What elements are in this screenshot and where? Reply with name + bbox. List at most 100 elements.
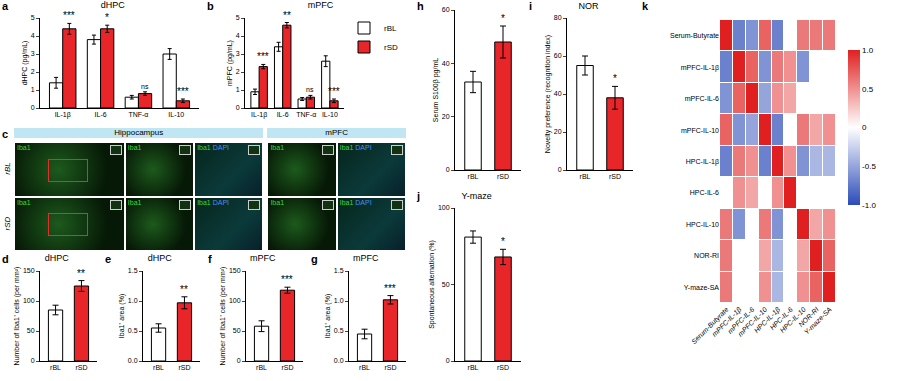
svg-text:HPC-IL-10: HPC-IL-10 (686, 221, 719, 228)
svg-text:2: 2 (31, 68, 35, 75)
svg-text:TNF-α: TNF-α (296, 111, 316, 118)
svg-text:mPFC-IL-6: mPFC-IL-6 (685, 95, 719, 102)
svg-text:20: 20 (554, 128, 562, 135)
svg-text:Serum S100β pg/mL: Serum S100β pg/mL (432, 58, 440, 122)
svg-text:rBL: rBL (580, 173, 591, 180)
svg-text:rBL: rBL (153, 364, 164, 371)
svg-text:Number of Iba1⁺ cells (per mm²: Number of Iba1⁺ cells (per mm²) (13, 267, 21, 366)
svg-text:mPFC: mPFC (353, 253, 379, 263)
svg-text:Serum-Butyrate: Serum-Butyrate (670, 32, 719, 40)
svg-text:1: 1 (31, 86, 35, 93)
svg-text:50: 50 (27, 327, 35, 334)
svg-text:Y-maze-SA: Y-maze-SA (803, 306, 833, 336)
svg-text:rSD: rSD (281, 364, 293, 371)
svg-text:mPFC-IL-10: mPFC-IL-10 (681, 127, 719, 134)
svg-text:0: 0 (446, 357, 450, 364)
svg-text:1.5: 1.5 (128, 267, 138, 274)
svg-text:dHPC: dHPC (45, 253, 70, 263)
svg-text:*: * (613, 73, 617, 84)
svg-text:1.0: 1.0 (128, 297, 138, 304)
svg-text:rSD: rSD (497, 364, 509, 371)
svg-text:Serum-Butyrate: Serum-Butyrate (690, 306, 730, 346)
svg-text:HPC-IL-1β: HPC-IL-1β (686, 158, 719, 166)
svg-text:mPFC: mPFC (250, 253, 276, 263)
svg-text:0: 0 (237, 357, 241, 364)
svg-text:IL-10: IL-10 (322, 111, 338, 118)
svg-text:60: 60 (442, 6, 450, 13)
svg-text:NOR: NOR (579, 1, 600, 11)
svg-text:IL-1β: IL-1β (251, 111, 267, 119)
svg-text:rBL: rBL (256, 364, 267, 371)
svg-text:IL-6: IL-6 (95, 111, 107, 118)
svg-text:mPFC: mPFC (308, 0, 334, 10)
svg-text:5: 5 (236, 14, 240, 21)
svg-text:3: 3 (31, 50, 35, 57)
svg-text:0: 0 (31, 357, 35, 364)
svg-text:150: 150 (23, 267, 35, 274)
svg-text:1.0: 1.0 (334, 297, 344, 304)
svg-text:0: 0 (31, 104, 35, 111)
svg-text:2: 2 (236, 68, 240, 75)
svg-text:100: 100 (438, 204, 450, 211)
svg-text:HPC-IL-10: HPC-IL-10 (779, 306, 807, 334)
svg-text:dHPC (pg/mL): dHPC (pg/mL) (21, 41, 29, 86)
svg-text:Iba1⁺ area (%): Iba1⁺ area (%) (118, 294, 126, 338)
svg-text:***: *** (257, 51, 269, 62)
svg-text:5: 5 (31, 14, 35, 21)
svg-text:0.5: 0.5 (334, 327, 344, 334)
svg-text:***: *** (281, 274, 293, 285)
svg-text:**: ** (180, 284, 188, 295)
svg-text:Novelty preference (recognitio: Novelty preference (recognition index) (544, 35, 552, 153)
svg-text:0: 0 (446, 166, 450, 173)
svg-text:IL-6: IL-6 (277, 111, 289, 118)
svg-text:Y-maze-SA: Y-maze-SA (684, 284, 719, 291)
svg-text:-0.5: -0.5 (862, 162, 876, 171)
svg-text:*: * (105, 12, 109, 23)
svg-text:0.0: 0.0 (334, 357, 344, 364)
svg-text:ns: ns (306, 86, 314, 93)
svg-text:***: *** (384, 283, 396, 294)
svg-text:mPFC-IL-10: mPFC-IL-10 (736, 306, 768, 338)
svg-text:rSD: rSD (75, 364, 87, 371)
svg-text:-1.0: -1.0 (862, 201, 876, 210)
svg-text:rSD: rSD (384, 43, 398, 52)
svg-text:TNF-α: TNF-α (128, 111, 148, 118)
svg-text:HPC-IL-6: HPC-IL-6 (690, 189, 719, 196)
svg-text:rBL: rBL (468, 173, 479, 180)
svg-text:rBL: rBL (468, 364, 479, 371)
svg-text:0: 0 (558, 166, 562, 173)
svg-text:rBL: rBL (359, 364, 370, 371)
svg-text:60: 60 (554, 52, 562, 59)
svg-text:3: 3 (236, 50, 240, 57)
svg-text:50: 50 (233, 327, 241, 334)
svg-text:rBL: rBL (384, 24, 397, 33)
svg-text:100: 100 (23, 297, 35, 304)
svg-text:80: 80 (554, 14, 562, 21)
svg-text:0: 0 (236, 104, 240, 111)
svg-text:dHPC: dHPC (101, 0, 126, 10)
svg-text:mPFC (pg/mL): mPFC (pg/mL) (226, 40, 234, 86)
svg-text:dHPC: dHPC (148, 253, 173, 263)
svg-text:rSD: rSD (609, 173, 621, 180)
svg-text:Spontaneous alternation (%): Spontaneous alternation (%) (428, 240, 436, 329)
svg-text:*: * (501, 236, 505, 247)
svg-text:Y-maze: Y-maze (462, 191, 492, 201)
svg-text:Number of Iba1⁺ cells (per mm²: Number of Iba1⁺ cells (per mm²) (219, 267, 227, 366)
svg-text:Iba1⁺ area (%): Iba1⁺ area (%) (324, 294, 332, 338)
svg-text:0.5: 0.5 (862, 85, 874, 94)
svg-text:150: 150 (229, 267, 241, 274)
svg-text:***: *** (328, 86, 340, 97)
svg-text:mPFC-IL-1β: mPFC-IL-1β (711, 306, 744, 339)
svg-text:rBL: rBL (50, 364, 61, 371)
svg-text:20: 20 (442, 113, 450, 120)
svg-text:HPC-IL-6: HPC-IL-6 (768, 306, 794, 332)
svg-text:mPFC-IL-6: mPFC-IL-6 (726, 306, 755, 335)
svg-text:0.5: 0.5 (128, 327, 138, 334)
svg-text:mPFC-IL-1β: mPFC-IL-1β (681, 64, 719, 72)
svg-text:1: 1 (236, 86, 240, 93)
svg-text:0.0: 0.0 (128, 357, 138, 364)
svg-text:40: 40 (442, 60, 450, 67)
svg-text:1.0: 1.0 (862, 46, 874, 55)
svg-text:IL-1β: IL-1β (55, 111, 71, 119)
svg-text:IL-10: IL-10 (168, 111, 184, 118)
